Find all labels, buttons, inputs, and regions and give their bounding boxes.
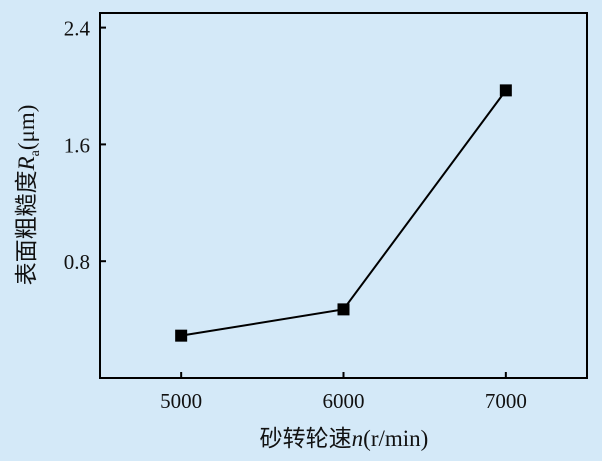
data-point [337,303,350,316]
y-tick-label: 2.4 [64,17,91,41]
x-tick-label: 6000 [323,389,365,413]
data-point [175,329,188,342]
plot-frame [99,12,588,379]
y-axis-label: 表面粗糙度Ra(μm) [14,105,43,286]
x-tick-label: 5000 [160,389,202,413]
series-line [181,89,507,337]
y-tick-label: 1.6 [64,133,90,157]
data-point [499,84,512,97]
x-axis-label: 砂转轮速n(r/min) [260,426,429,451]
x-tick-label: 7000 [485,389,527,413]
y-tick-label: 0.8 [64,250,90,274]
